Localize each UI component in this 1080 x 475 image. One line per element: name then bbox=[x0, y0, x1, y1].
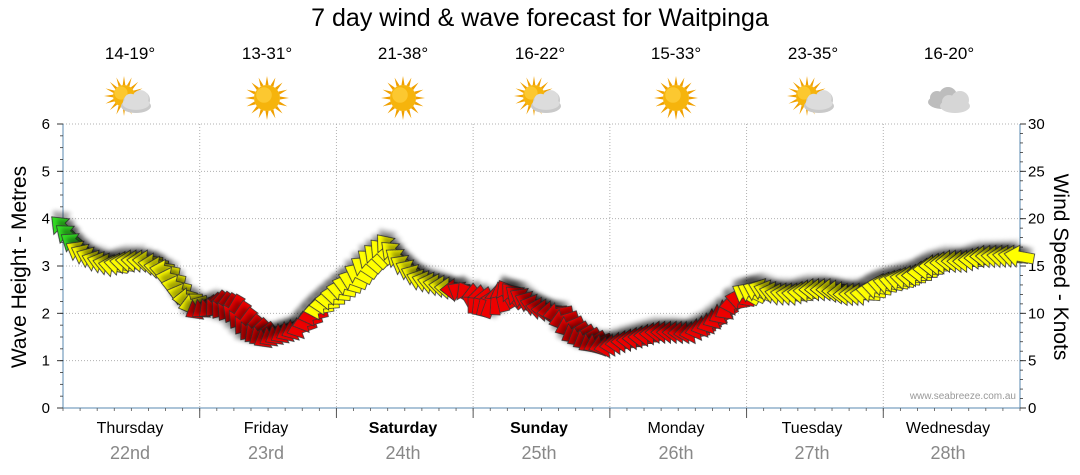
y2-tick-label: 0 bbox=[1028, 400, 1036, 417]
day-label: Wednesday bbox=[905, 420, 991, 437]
y-axis-label-right: Wind Speed - Knots bbox=[1049, 173, 1072, 361]
day-label: Friday bbox=[243, 420, 289, 437]
day-label: Thursday bbox=[96, 420, 164, 437]
temp-day-2: 13-31° bbox=[241, 44, 293, 63]
date-label: 23rd bbox=[247, 443, 285, 463]
sun-icon bbox=[237, 76, 297, 122]
y-tick-label: 5 bbox=[42, 163, 50, 180]
date-label: 28th bbox=[930, 443, 966, 463]
y2-tick-label: 5 bbox=[1028, 353, 1036, 370]
y-tick-label: 1 bbox=[42, 353, 50, 370]
watermark: www.seabreeze.com.au bbox=[909, 391, 1016, 402]
sun-icon bbox=[373, 76, 433, 122]
day-label: Saturday bbox=[368, 420, 438, 437]
y-tick-label: 6 bbox=[42, 116, 50, 133]
temp-day-3: 21-38° bbox=[377, 44, 429, 63]
day-label: Sunday bbox=[510, 420, 568, 437]
sun-icon bbox=[646, 76, 706, 122]
date-label: 27th bbox=[794, 443, 830, 463]
y-axis-label-left: Wave Height - Metres bbox=[8, 165, 31, 369]
sun-cloud-icon bbox=[100, 76, 160, 122]
y2-tick-label: 20 bbox=[1028, 211, 1045, 228]
date-label: 22nd bbox=[109, 443, 151, 463]
temp-day-4: 16-22° bbox=[514, 44, 566, 63]
day-label: Tuesday bbox=[781, 420, 843, 437]
y-tick-label: 0 bbox=[42, 400, 50, 417]
page-title: 7 day wind & wave forecast for Waitpinga bbox=[311, 4, 769, 32]
y-tick-label: 2 bbox=[42, 305, 50, 322]
date-label: 26th bbox=[658, 443, 694, 463]
day-label: Monday bbox=[647, 420, 705, 437]
y2-tick-label: 10 bbox=[1028, 305, 1045, 322]
y-tick-label: 4 bbox=[42, 211, 50, 228]
wind-arrows bbox=[51, 216, 1036, 359]
temp-day-5: 15-33° bbox=[650, 44, 702, 63]
date-label: 25th bbox=[521, 443, 557, 463]
sun-cloud-icon bbox=[783, 76, 843, 122]
temp-day-1: 14-19° bbox=[104, 44, 156, 63]
temp-day-6: 23-35° bbox=[787, 44, 839, 63]
y-tick-label: 3 bbox=[42, 258, 50, 275]
wind-arrow bbox=[1003, 244, 1036, 268]
date-label: 24th bbox=[385, 443, 421, 463]
y2-tick-label: 25 bbox=[1028, 163, 1045, 180]
chart-grid bbox=[63, 123, 1020, 418]
y2-tick-label: 30 bbox=[1028, 116, 1045, 133]
cloud-icon bbox=[919, 76, 979, 122]
temp-day-7: 16-20° bbox=[923, 44, 975, 63]
sun-cloud-icon bbox=[510, 76, 570, 122]
